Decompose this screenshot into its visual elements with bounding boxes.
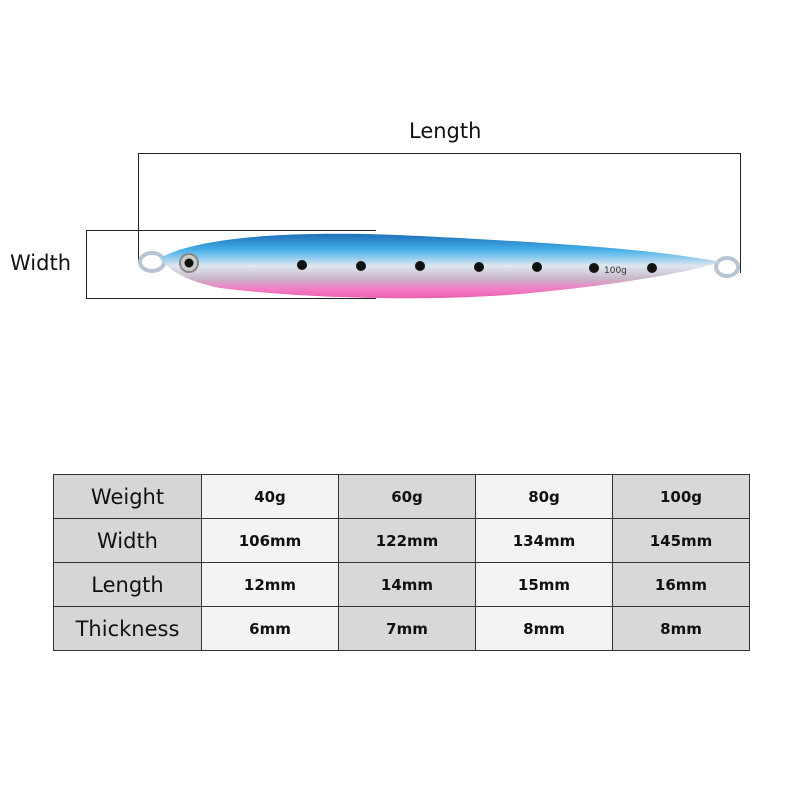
table-cell: 40g — [201, 474, 339, 519]
table-cell: 60g — [338, 474, 476, 519]
row-header: Thickness — [53, 606, 202, 651]
table-cell: 106mm — [201, 518, 339, 563]
length-bracket-top — [138, 153, 741, 154]
row-header: Weight — [53, 474, 202, 519]
spec-table: Weight 40g 60g 80g 100g Width 106mm 122m… — [53, 474, 750, 651]
table-cell: 12mm — [201, 562, 339, 607]
row-header: Length — [53, 562, 202, 607]
table-cell: 122mm — [338, 518, 476, 563]
table-cell: 14mm — [338, 562, 476, 607]
table-cell: 100g — [612, 474, 750, 519]
row-header: Width — [53, 518, 202, 563]
table-row: Weight 40g 60g 80g 100g — [53, 474, 750, 519]
table-row: Length 12mm 14mm 15mm 16mm — [53, 562, 750, 607]
table-cell: 16mm — [612, 562, 750, 607]
lure-body — [160, 233, 720, 299]
spots — [297, 260, 657, 273]
width-bracket-bottom — [86, 298, 376, 299]
table-cell: 15mm — [475, 562, 613, 607]
table-cell: 80g — [475, 474, 613, 519]
rear-eyelet — [714, 256, 740, 278]
length-bracket-left — [138, 153, 139, 263]
table-row: Width 106mm 122mm 134mm 145mm — [53, 518, 750, 563]
width-label: Width — [10, 251, 72, 275]
length-bracket-right — [740, 153, 741, 273]
table-row: Thickness 6mm 7mm 8mm 8mm — [53, 606, 750, 651]
front-eyelet — [138, 251, 166, 273]
table-cell: 8mm — [612, 606, 750, 651]
table-cell: 6mm — [201, 606, 339, 651]
width-bracket-top — [86, 230, 376, 231]
lure-marking: 100g — [604, 266, 627, 276]
width-bracket-left — [86, 230, 87, 299]
pupil — [184, 258, 194, 268]
table-cell: 134mm — [475, 518, 613, 563]
table-cell: 145mm — [612, 518, 750, 563]
table-cell: 7mm — [338, 606, 476, 651]
length-label: Length — [409, 119, 482, 143]
table-cell: 8mm — [475, 606, 613, 651]
